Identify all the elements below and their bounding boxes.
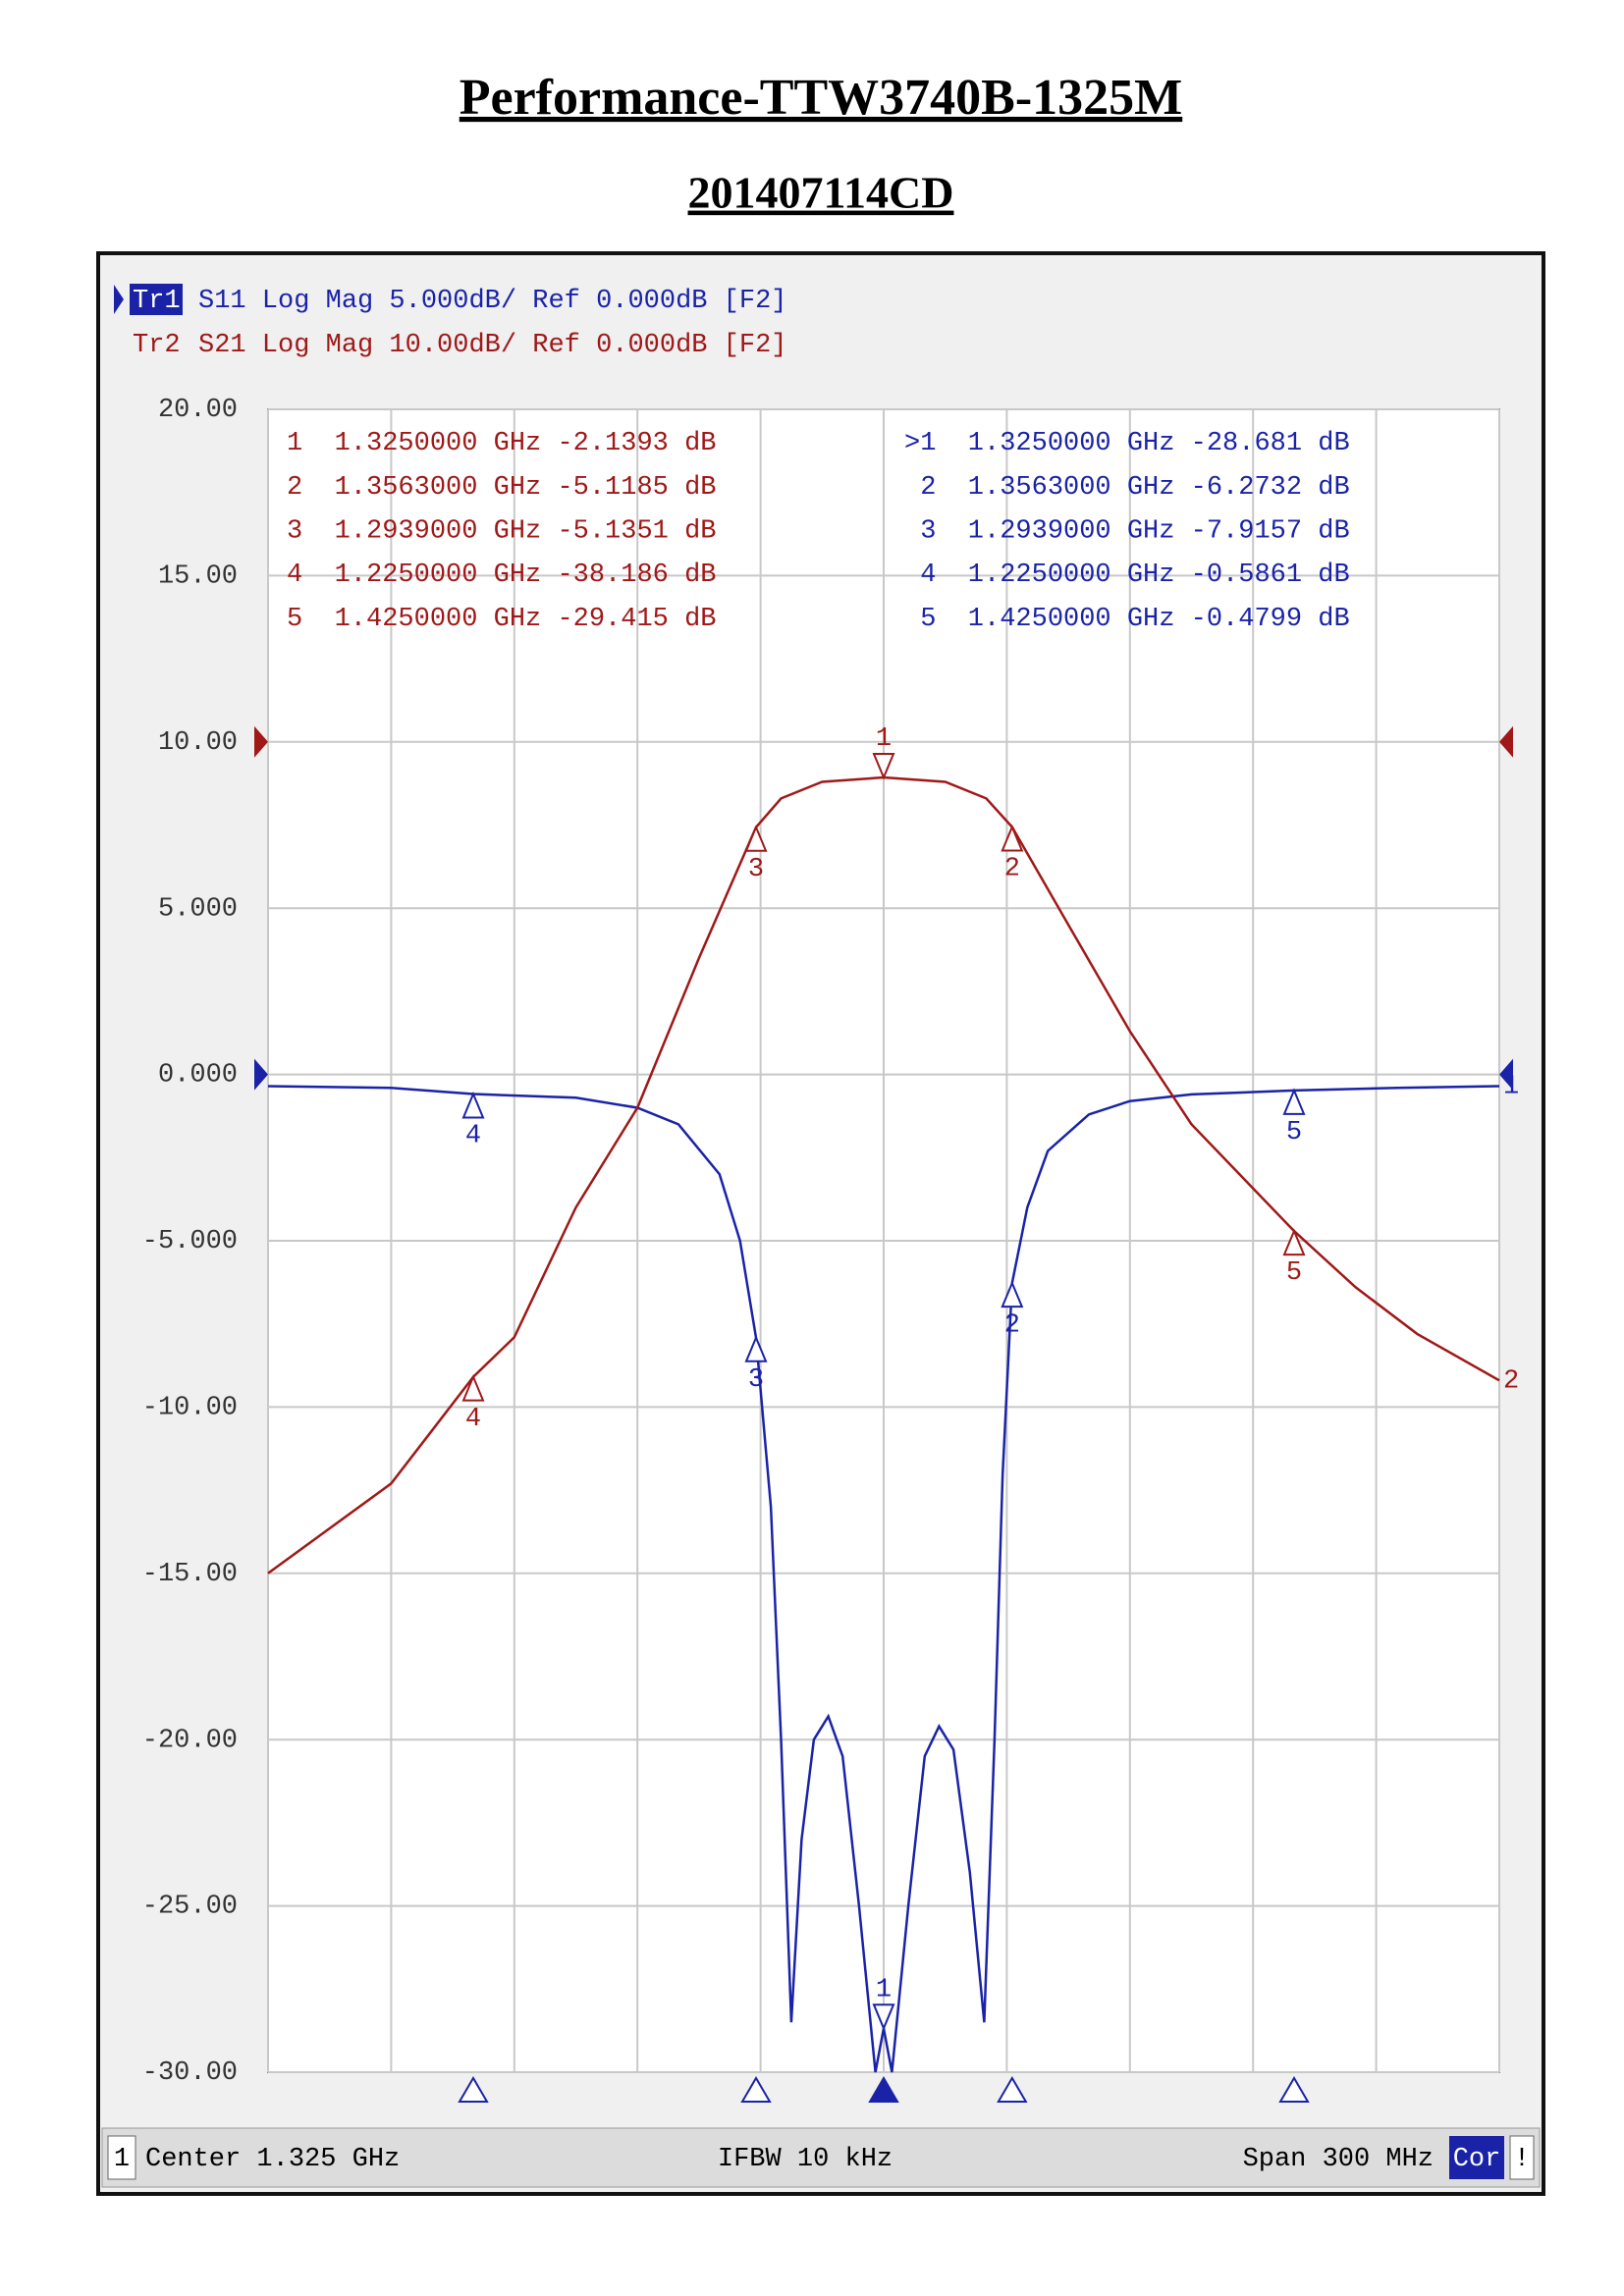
marker-x-indicator [868,2076,899,2103]
marker-label: 1 [876,1975,892,2004]
trace-header: S21 Log Mag 10.00dB/ Ref 0.000dB [F2] [198,331,787,360]
marker-x-indicator [1278,2076,1310,2103]
marker [1282,1088,1306,1115]
marker-label: 2 [1004,855,1020,884]
marker [1001,1280,1024,1308]
ref-marker [254,1058,268,1091]
marker [872,2003,895,2031]
marker-label: 3 [748,1365,764,1395]
y-tick-label: -25.00 [142,1893,238,1922]
y-tick-label: -20.00 [142,1726,238,1755]
y-tick-label: 10.00 [158,728,238,758]
marker-label: 2 [1004,1310,1020,1340]
marker [872,753,895,780]
marker-readout: 5 1.4250000 GHz -0.4799 dB [904,605,1350,634]
marker-readout: 4 1.2250000 GHz -0.5861 dB [904,561,1350,590]
y-tick-label: -30.00 [142,2058,238,2088]
marker [1282,1228,1306,1256]
trace-tag: Tr1 [133,287,181,316]
marker-readout: 3 1.2939000 GHz -7.9157 dB [904,517,1350,547]
trace-tag: Tr2 [133,331,181,360]
marker-readout: 4 1.2250000 GHz -38.186 dB [287,561,716,590]
y-tick-label: 0.000 [158,1061,238,1091]
marker [744,1335,768,1362]
ref-marker [254,725,268,758]
marker-readout: 3 1.2939000 GHz -5.1351 dB [287,517,716,547]
marker [744,825,768,852]
channel: 1 [114,2145,130,2174]
y-tick-label: 15.00 [158,562,238,592]
marker-readout: 1 1.3250000 GHz -2.1393 dB [287,429,716,458]
marker-label: 5 [1286,1258,1302,1288]
ref-marker [1499,1058,1513,1091]
ref-marker [1499,725,1513,758]
marker-label: 4 [465,1405,481,1434]
subtitle: 201407114CD [688,168,954,218]
marker-readout: >1 1.3250000 GHz -28.681 dB [904,429,1350,458]
marker-readout: 5 1.4250000 GHz -29.415 dB [287,605,716,634]
marker [461,1091,485,1119]
trace-end-label: 1 [1503,1073,1519,1102]
active-tag-box [130,284,183,315]
flag: ! [1514,2145,1530,2174]
marker-x-indicator [740,2076,772,2103]
marker-x-indicator [458,2076,489,2103]
marker-readout: 2 1.3563000 GHz -6.2732 dB [904,473,1350,503]
marker-readout: 2 1.3563000 GHz -5.1185 dB [287,473,716,503]
flag-box [1509,2135,1535,2180]
status-bar [101,2127,1541,2188]
ifbw: IFBW 10 kHz [718,2145,893,2174]
y-tick-label: -10.00 [142,1394,238,1423]
center: Center 1.325 GHz [145,2145,400,2174]
title: Performance-TTW3740B-1325M [460,70,1182,126]
marker-label: 3 [748,855,764,884]
cor: Cor [1453,2145,1501,2174]
y-tick-label: -5.000 [142,1227,238,1256]
y-tick-label: -15.00 [142,1560,238,1589]
span: Span 300 MHz [1243,2145,1434,2174]
marker-label: 4 [465,1122,481,1151]
active-arrow [114,285,124,314]
marker [1001,824,1024,852]
trace-end-label: 2 [1503,1366,1519,1396]
marker-label: 5 [1286,1118,1302,1148]
y-tick-label: 20.00 [158,396,238,425]
y-tick-label: 5.000 [158,894,238,924]
trace-header: S11 Log Mag 5.000dB/ Ref 0.000dB [F2] [198,287,787,316]
cor-box [1449,2136,1504,2179]
channel-box [107,2135,136,2180]
marker-label: 1 [876,724,892,754]
marker-x-indicator [997,2076,1028,2103]
marker [461,1374,485,1402]
